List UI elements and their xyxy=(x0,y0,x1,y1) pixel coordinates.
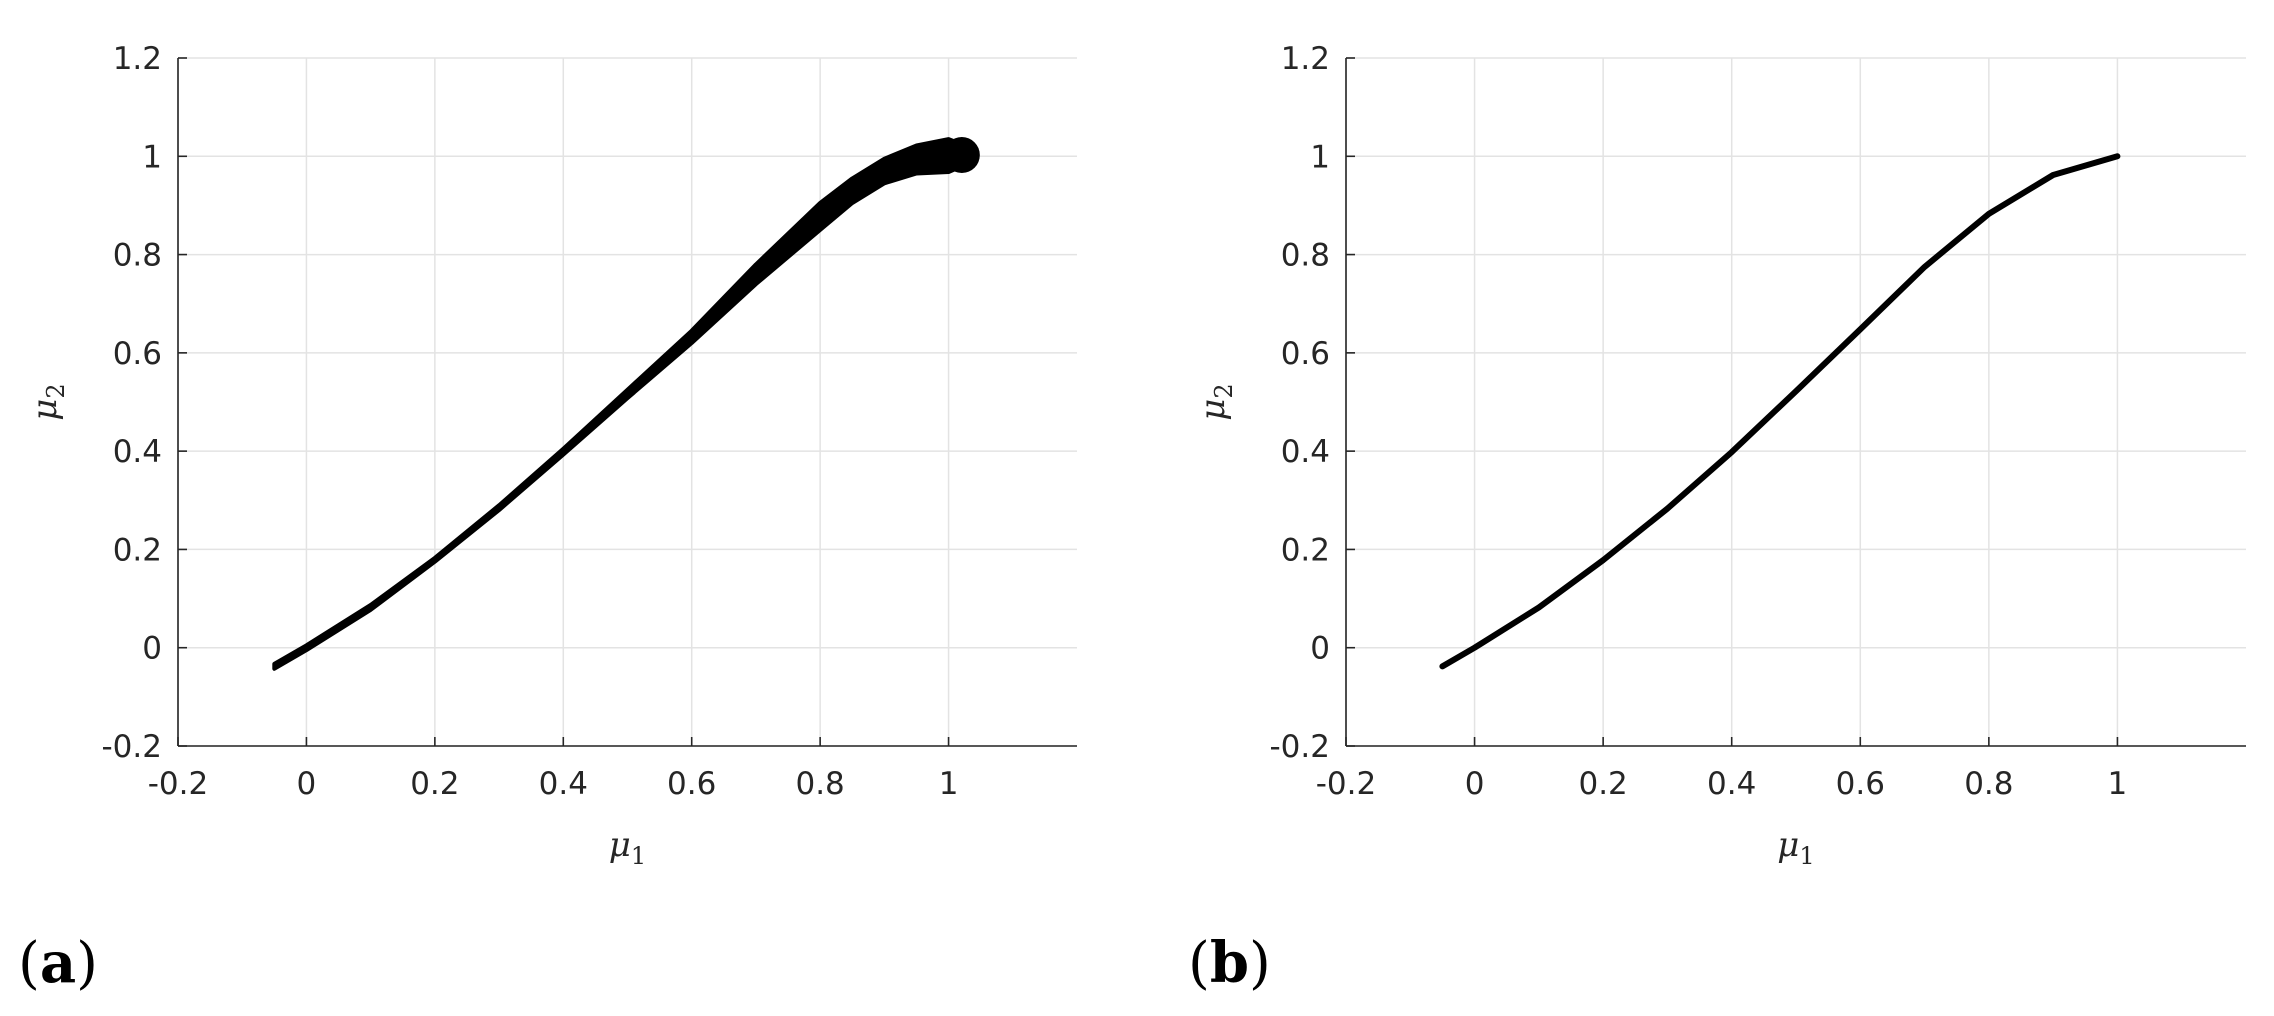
y-tick-label: 0.8 xyxy=(113,238,162,274)
x-tick-label: 0 xyxy=(297,766,317,802)
x-tick-label: -0.2 xyxy=(148,766,209,802)
x-tick-label: -0.2 xyxy=(1316,766,1377,802)
panel-a: -0.2 0 0.2 0.4 0.6 0.8 1 -0.2 0 0.2 0.4 0.6 0.8 1 1.2 μ… xyxy=(18,41,1077,996)
x-axis-label: μ1 xyxy=(1777,825,1814,870)
y-tick-label: 0 xyxy=(142,631,162,667)
x-tick-label: 0.8 xyxy=(1964,766,2013,802)
x-tick-label: 0.6 xyxy=(667,766,716,802)
y-tick-label: 1 xyxy=(142,139,162,175)
y-axis-label: μ2 xyxy=(1193,383,1238,420)
x-tick-label: 0.4 xyxy=(1707,766,1756,802)
panel-label: (b) xyxy=(1188,930,1271,996)
x-axis-label: μ1 xyxy=(609,825,646,870)
x-tick-label: 0.2 xyxy=(1578,766,1627,802)
x-tick-label: 1 xyxy=(2108,766,2128,802)
panel-label-open-paren: ( xyxy=(18,931,40,996)
x-tick-label: 1 xyxy=(939,766,959,802)
y-axis-label: μ2 xyxy=(25,383,70,420)
x-tick-label: 0.8 xyxy=(795,766,844,802)
y-tick-label: -0.2 xyxy=(1270,729,1331,765)
panel-label-open-paren: ( xyxy=(1188,931,1210,996)
panel-label: (a) xyxy=(18,930,98,996)
y-tick-label: -0.2 xyxy=(102,729,163,765)
y-tick-label: 0.4 xyxy=(1281,434,1330,470)
series-band-end xyxy=(943,137,980,174)
x-tick-label: 0.4 xyxy=(539,766,588,802)
y-tick-label: 1.2 xyxy=(1281,41,1330,77)
y-tick-label: 0.8 xyxy=(1281,238,1330,274)
panel-label-close-paren: ) xyxy=(1249,931,1271,996)
x-axis-label-subscript: 1 xyxy=(631,842,646,870)
series-band xyxy=(272,137,970,671)
x-tick-label: 0.6 xyxy=(1836,766,1885,802)
x-tick-label: 0 xyxy=(1465,766,1485,802)
series-line xyxy=(1439,153,2121,670)
x-tick-label: 0.2 xyxy=(410,766,459,802)
panel-label-letter: a xyxy=(40,930,76,996)
y-tick-label: 1 xyxy=(1310,139,1330,175)
y-axis-label-subscript: 2 xyxy=(1210,383,1238,398)
y-tick-label: 0.4 xyxy=(113,434,162,470)
y-axis-label-subscript: 2 xyxy=(42,383,70,398)
panel-label-close-paren: ) xyxy=(76,931,98,996)
x-axis-label-subscript: 1 xyxy=(1799,842,1814,870)
y-tick-label: 0.2 xyxy=(113,532,162,568)
y-tick-label: 0.2 xyxy=(1281,532,1330,568)
y-tick-label: 0.6 xyxy=(1281,336,1330,372)
panel-b: -0.2 0 0.2 0.4 0.6 0.8 1 -0.2 0 0.2 0.4 0.6 0.8 1 1.2 μ… xyxy=(1188,41,2246,996)
panel-label-letter: b xyxy=(1210,930,1249,996)
y-tick-label: 0.6 xyxy=(113,336,162,372)
y-tick-label: 1.2 xyxy=(113,41,162,77)
y-tick-label: 0 xyxy=(1310,631,1330,667)
grid-lines xyxy=(1345,57,2246,747)
